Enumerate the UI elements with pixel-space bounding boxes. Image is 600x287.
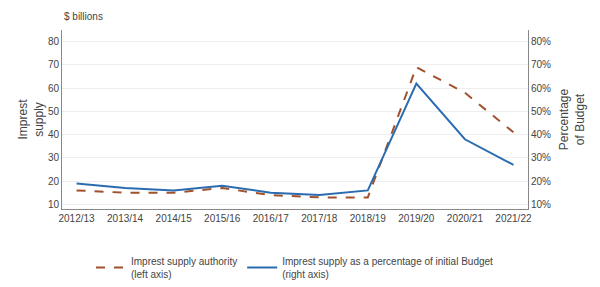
svg-text:60%: 60% <box>531 83 551 94</box>
svg-text:Imprest supply authority(left: Imprest supply authority(left axis) <box>131 256 237 280</box>
svg-text:50: 50 <box>48 106 60 117</box>
svg-text:Percentageof Budget: Percentageof Budget <box>557 88 587 150</box>
svg-text:20%: 20% <box>531 176 551 187</box>
svg-text:2017/18: 2017/18 <box>301 213 338 224</box>
svg-text:2019/20: 2019/20 <box>398 213 435 224</box>
svg-text:70%: 70% <box>531 59 551 70</box>
svg-text:30: 30 <box>48 152 60 163</box>
svg-text:2012/13: 2012/13 <box>58 213 95 224</box>
svg-text:Imprest supply as a percentage: Imprest supply as a percentage of initia… <box>282 256 493 280</box>
svg-text:Imprestsupply: Imprestsupply <box>16 99 46 140</box>
svg-text:80%: 80% <box>531 36 551 47</box>
svg-text:2018/19: 2018/19 <box>350 213 387 224</box>
svg-text:10%: 10% <box>531 199 551 210</box>
svg-text:2020/21: 2020/21 <box>447 213 484 224</box>
svg-text:2021/22: 2021/22 <box>495 213 532 224</box>
svg-text:70: 70 <box>48 59 60 70</box>
svg-text:80: 80 <box>48 36 60 47</box>
svg-text:40: 40 <box>48 129 60 140</box>
svg-text:40%: 40% <box>531 129 551 140</box>
svg-text:20: 20 <box>48 176 60 187</box>
svg-text:2013/14: 2013/14 <box>107 213 144 224</box>
svg-text:60: 60 <box>48 83 60 94</box>
svg-text:50%: 50% <box>531 106 551 117</box>
svg-text:2014/15: 2014/15 <box>156 213 193 224</box>
svg-text:10: 10 <box>48 199 60 210</box>
svg-text:2015/16: 2015/16 <box>204 213 241 224</box>
svg-text:$ billions: $ billions <box>64 11 103 22</box>
svg-text:30%: 30% <box>531 152 551 163</box>
svg-text:2016/17: 2016/17 <box>253 213 290 224</box>
